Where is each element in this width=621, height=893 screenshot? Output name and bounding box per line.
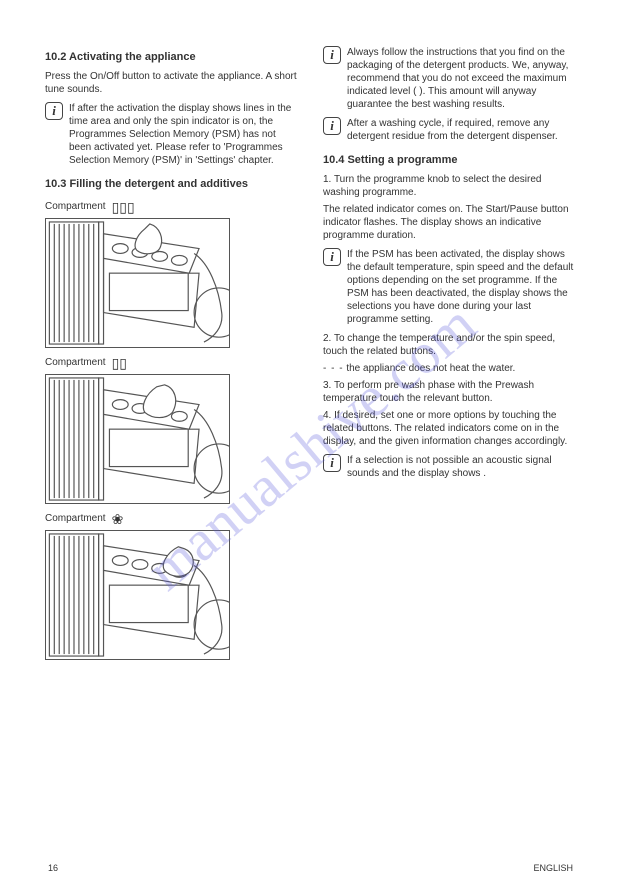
drawer-image-2 bbox=[45, 374, 230, 504]
compartment-3-symbol: ❀ bbox=[112, 512, 124, 526]
info-remove-residue: i After a washing cycle, if required, re… bbox=[323, 117, 576, 143]
info-icon: i bbox=[323, 46, 341, 64]
info-detergent-instructions: i Always follow the instructions that yo… bbox=[323, 46, 576, 111]
compartment-2-label: Compartment ▯▯ bbox=[45, 356, 298, 370]
heading-activating: 10.2 Activating the appliance bbox=[45, 50, 298, 64]
info-psm-display: i If the PSM has been activated, the dis… bbox=[323, 248, 576, 326]
left-column: 10.2 Activating the appliance Press the … bbox=[45, 40, 298, 668]
compartment-2-text: Compartment bbox=[45, 356, 106, 369]
step-4: 4. If desired, set one or more options b… bbox=[323, 409, 576, 448]
info-detergent-text: Always follow the instructions that you … bbox=[347, 46, 576, 111]
content-columns: 10.2 Activating the appliance Press the … bbox=[45, 40, 576, 668]
step-1b: The related indicator comes on. The Star… bbox=[323, 203, 576, 242]
compartment-1-text: Compartment bbox=[45, 200, 106, 213]
page-lang: ENGLISH bbox=[533, 863, 573, 875]
heading-setting-programme: 10.4 Setting a programme bbox=[323, 153, 576, 167]
info-icon: i bbox=[323, 454, 341, 472]
compartment-3-text: Compartment bbox=[45, 512, 106, 525]
compartment-2-symbol: ▯▯ bbox=[112, 356, 127, 370]
compartment-1-symbol: ▯▯▯ bbox=[112, 200, 135, 214]
info-psm-display-text: If the PSM has been activated, the displ… bbox=[347, 248, 576, 326]
info-psm-text: If after the activation the display show… bbox=[69, 102, 298, 167]
dashes-symbol: - - - bbox=[323, 363, 344, 374]
info-psm: i If after the activation the display sh… bbox=[45, 102, 298, 167]
page-number: 16 bbox=[48, 863, 58, 875]
drawer-image-3 bbox=[45, 530, 230, 660]
compartment-1-label: Compartment ▯▯▯ bbox=[45, 200, 298, 214]
info-residue-text: After a washing cycle, if required, remo… bbox=[347, 117, 576, 143]
info-not-possible-text: If a selection is not possible an acoust… bbox=[347, 454, 576, 480]
info-not-possible: i If a selection is not possible an acou… bbox=[323, 454, 576, 480]
step-3: 3. To perform pre wash phase with the Pr… bbox=[323, 379, 576, 405]
step-1: 1. Turn the programme knob to select the… bbox=[323, 173, 576, 199]
info-icon: i bbox=[323, 117, 341, 135]
info-icon: i bbox=[45, 102, 63, 120]
heading-detergent: 10.3 Filling the detergent and additives bbox=[45, 177, 298, 191]
right-column: i Always follow the instructions that yo… bbox=[323, 40, 576, 668]
compartment-3-label: Compartment ❀ bbox=[45, 512, 298, 526]
dashes-line: - - - the appliance does not heat the wa… bbox=[323, 362, 576, 375]
p-activating: Press the On/Off button to activate the … bbox=[45, 70, 298, 96]
drawer-image-1 bbox=[45, 218, 230, 348]
dashes-text: the appliance does not heat the water. bbox=[344, 363, 516, 374]
info-icon: i bbox=[323, 248, 341, 266]
step-2: 2. To change the temperature and/or the … bbox=[323, 332, 576, 358]
